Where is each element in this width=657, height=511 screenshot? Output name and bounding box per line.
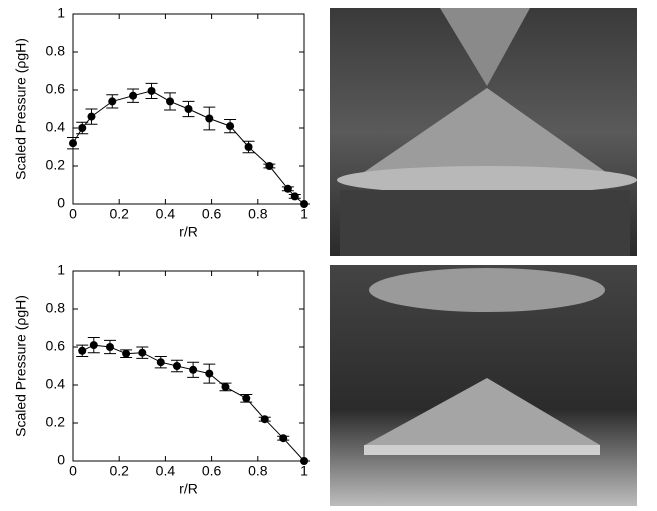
data-point (166, 97, 175, 106)
y-tick-label: 1 (57, 5, 65, 21)
data-point (226, 122, 235, 131)
data-point (184, 105, 193, 113)
plot-frame (72, 270, 305, 462)
y-tick-label: 0 (57, 452, 65, 468)
y-tick-label: 0 (57, 195, 65, 211)
data-point (265, 162, 274, 170)
x-tick-label: 0.2 (109, 206, 129, 222)
x-tick-label: 0.8 (248, 206, 268, 222)
data-point (156, 358, 165, 367)
y-tick-label: 0.2 (46, 414, 66, 430)
y-tick-label: 1 (57, 262, 65, 278)
data-point (69, 139, 77, 148)
data-point (108, 97, 117, 106)
data-point (205, 369, 214, 378)
data-point (78, 346, 87, 355)
x-tick-label: 0.6 (202, 463, 222, 479)
plot-frame (72, 13, 305, 205)
data-point (138, 348, 147, 357)
data-point (172, 362, 181, 370)
data-point (244, 143, 253, 151)
x-tick-label: 1 (300, 463, 308, 479)
photo (330, 8, 637, 256)
x-tick-label: 0.2 (109, 463, 129, 479)
data-point (129, 91, 138, 100)
y-tick-label: 0.6 (46, 338, 66, 354)
data-point (283, 184, 292, 193)
data-point (300, 200, 308, 208)
data-point (189, 365, 198, 374)
x-tick-label: 0 (69, 463, 77, 479)
data-point (205, 114, 214, 123)
data-point (221, 382, 230, 391)
data-point (260, 415, 269, 424)
y-axis-label: Scaled Pressure (ρgH) (13, 38, 29, 180)
data-point (89, 341, 98, 350)
x-tick-label: 0 (69, 206, 77, 222)
y-axis-label: Scaled Pressure (ρgH) (13, 295, 29, 437)
y-tick-label: 0.8 (46, 43, 66, 59)
x-tick-label: 0.4 (156, 206, 176, 222)
x-tick-label: 0.6 (202, 206, 222, 222)
x-axis-label: r/R (179, 481, 198, 497)
x-tick-label: 0.8 (248, 463, 268, 479)
x-tick-label: 0.4 (156, 463, 176, 479)
x-axis-label: r/R (179, 224, 198, 240)
data-point (242, 394, 251, 403)
x-tick-label: 1 (300, 206, 308, 222)
data-point (87, 112, 96, 121)
data-point (300, 457, 308, 465)
y-tick-label: 0.4 (46, 376, 66, 392)
data-point (290, 192, 299, 201)
y-tick-label: 0.8 (46, 300, 66, 316)
data-point (78, 124, 87, 132)
y-tick-label: 0.6 (46, 81, 66, 97)
data-point (147, 86, 156, 95)
data-point (122, 349, 131, 358)
data-point (105, 343, 114, 351)
y-tick-label: 0.4 (46, 119, 66, 135)
data-point (279, 434, 288, 443)
y-tick-label: 0.2 (46, 157, 66, 173)
photo (330, 265, 637, 506)
